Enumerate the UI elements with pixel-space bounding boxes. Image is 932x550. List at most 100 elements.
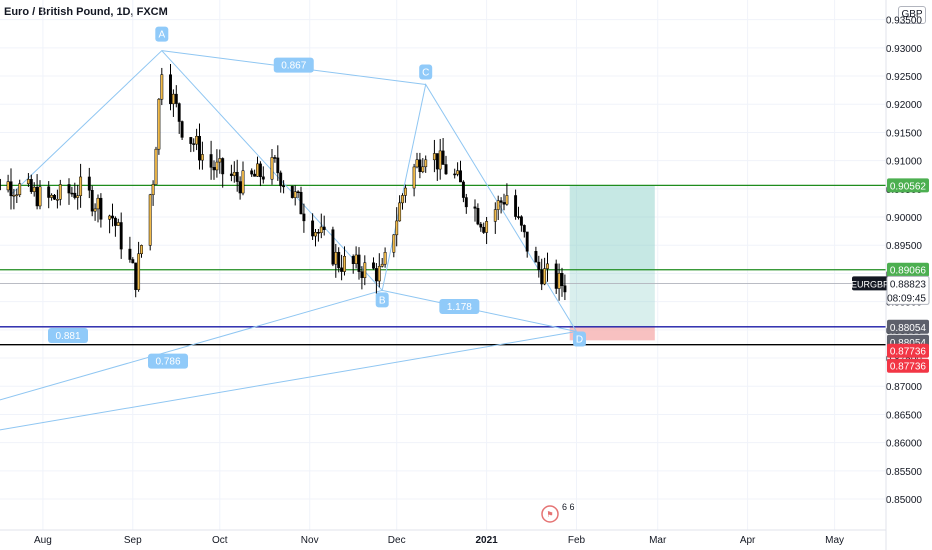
candle-up (401, 195, 404, 204)
events-badge[interactable]: ⚑ 6 6 (541, 502, 575, 523)
point-label-c-text: C (422, 68, 429, 79)
point-label-d-bg (573, 331, 586, 347)
ratio-label-xd-bg (148, 353, 188, 369)
candle-down (279, 172, 283, 187)
candle-down (479, 223, 483, 228)
ratio-label-xb-bg (48, 328, 88, 344)
candle-down (261, 176, 265, 180)
horizontal-levels (0, 184, 886, 346)
candle-up (32, 186, 36, 192)
candle-down (296, 191, 300, 193)
candle-up (154, 148, 158, 185)
candle-up (96, 197, 100, 210)
candle-up (15, 194, 19, 196)
candle-down (47, 186, 51, 198)
candle-up (354, 254, 358, 265)
candle-down (316, 232, 320, 234)
loss-price-tag-2: 0.87736 (887, 358, 929, 373)
candle-up (26, 179, 30, 184)
time-axis-label: Sep (124, 535, 142, 546)
ratio-label-bd-bg (439, 298, 480, 314)
pattern-xb (0, 289, 383, 401)
ratio-label-xd: 0.786 (148, 353, 188, 369)
candle-up (55, 199, 59, 201)
loss-zone (569, 326, 655, 341)
time-axis-label: May (825, 535, 844, 546)
price-axis-label: 0.86000 (886, 439, 923, 450)
candle-down (322, 226, 326, 230)
candle-down (517, 216, 520, 218)
candle-down (67, 184, 71, 194)
candle-up (18, 183, 22, 195)
candle-down (534, 251, 538, 263)
candle-up (171, 93, 175, 105)
candle-down (276, 157, 280, 174)
price-axis-label: 0.85000 (886, 495, 923, 506)
last-price-tag: 0.88823 08:09:45 (886, 275, 930, 305)
price-axis-label: 0.91000 (886, 157, 923, 168)
ratio-label-bd: 1.178 (439, 298, 480, 314)
candle-up (343, 256, 346, 272)
price-axis-label: 0.92000 (886, 100, 923, 111)
pattern-labels: A B C D 0.867 1.178 0.881 0.786 (48, 26, 586, 369)
candle-up (421, 166, 425, 172)
candle-up (546, 263, 549, 269)
candle-up (380, 263, 384, 267)
entry-price-tag: 0.89066 (887, 262, 929, 277)
candle-down (459, 170, 462, 183)
candle-up (93, 208, 97, 212)
price-axis-label: 0.86500 (886, 410, 923, 421)
event-flag-glyph: ⚑ (546, 510, 553, 519)
candle-down (70, 192, 74, 195)
symbol-tag: EURGBP (851, 276, 889, 291)
candle-down (250, 170, 254, 175)
candle-up (218, 158, 222, 163)
candle-down (273, 157, 277, 159)
point-label-a-text: A (158, 30, 165, 41)
candle-down (177, 103, 181, 122)
candle-up (403, 187, 407, 196)
candle-up (293, 191, 297, 198)
candle-up (38, 186, 42, 207)
currency-selector[interactable]: GBP (898, 6, 926, 24)
candle-down (198, 135, 201, 161)
candle-down (238, 181, 242, 194)
candle-up (232, 171, 236, 176)
price-axis-label: 0.85500 (886, 467, 923, 478)
candle-up (485, 221, 489, 233)
candle-up (270, 157, 274, 180)
ratio-label-ac-bg (273, 57, 314, 73)
candle-down (453, 173, 457, 176)
candle-down (311, 220, 315, 237)
loss-price-tag-1-text: 0.87736 (890, 347, 927, 358)
candle-down (258, 163, 262, 178)
candle-down (351, 256, 355, 265)
candle-up (392, 234, 396, 253)
candle-down (540, 269, 544, 285)
candle-down (435, 153, 439, 170)
time-axis-label: Aug (34, 535, 52, 546)
candle-down (554, 263, 558, 289)
entry-price-tag-text: 0.89066 (890, 266, 927, 277)
candle-up (157, 98, 161, 150)
point-label-d: D (573, 331, 586, 347)
candle-down (418, 159, 422, 172)
candle-down (441, 150, 445, 165)
point-label-b: B (375, 292, 389, 308)
candle-down (131, 259, 135, 264)
time-axis-label: Mar (649, 535, 667, 546)
stop-price-tag-2-text: 0.88054 (890, 338, 927, 349)
candle-down (502, 202, 506, 205)
candle-down (9, 181, 13, 197)
ratio-label-ac: 0.867 (273, 57, 314, 73)
ratio-label-xb-text: 0.881 (55, 331, 80, 342)
candle-up (256, 163, 259, 177)
loss-price-tag-2-text: 0.87736 (890, 362, 927, 373)
candle-down (374, 268, 378, 282)
target-price-tag: 0.90562 (887, 178, 929, 193)
ratio-label-bd-text: 1.178 (447, 302, 472, 313)
candle-down (360, 271, 364, 278)
loss-price-tag-1: 0.87736 (887, 343, 929, 358)
